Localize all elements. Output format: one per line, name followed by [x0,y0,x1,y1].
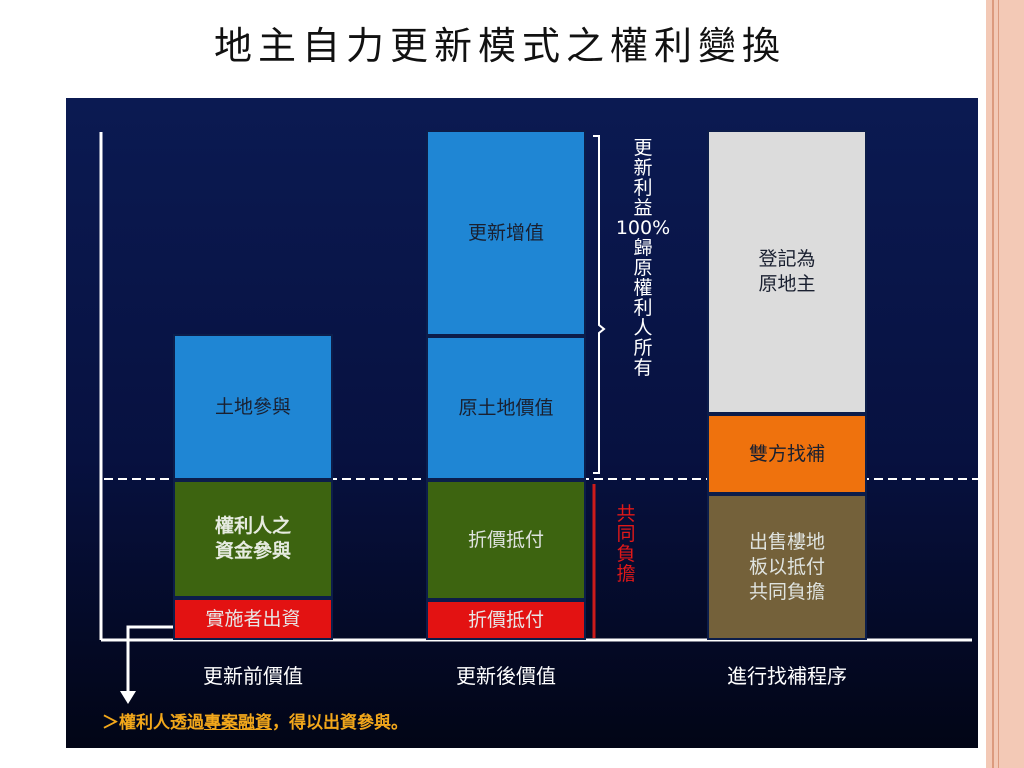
owner-capital-line1: 權利人之 [214,515,291,537]
annotation-char: 新 [633,157,653,179]
annotation-char: 所 [633,337,653,359]
footnote-suffix: ，得以出資參與。 [272,713,408,733]
registered-owner-line1: 登記為 [758,248,816,270]
floor-area-sale-line3: 共同負擔 [748,580,825,603]
annotation-char: 利 [633,177,653,199]
registered-owner-line2: 原地主 [758,273,816,295]
mutual-compensation-label: 雙方找補 [748,442,825,465]
settlement-caption: 進行找補程序 [727,664,847,688]
renewal-benefit-annotation: 更 新 利 益 100% 歸 原 權 利 人 所 有 [607,138,679,378]
renewal-increment-block: 更新增值 [426,130,586,336]
implementer-funding-block: 實施者出資 [173,598,333,640]
annotation-char: 100% [615,217,671,239]
before-value-caption: 更新前價值 [203,664,303,688]
brace-bracket [593,135,606,474]
down-arrow-icon [120,691,136,704]
original-land-value-block: 原土地價值 [426,336,586,480]
shared-burden-annotation: 共 同 負 擔 [606,504,646,584]
annotation-char: 有 [633,357,653,379]
footnote-prefix: ＞權利人 [102,713,170,733]
shared-burden-char: 共 [616,503,636,525]
land-participation-block: 土地參與 [173,334,333,480]
slide-side-rail [986,0,1024,768]
slide-title: 地主自力更新模式之權利變換 [213,24,786,68]
footnote-part: 透過 [170,713,204,733]
financing-footnote: ＞權利人透過專案融資，得以出資參與。 [102,708,408,733]
registered-owner-label: 登記為 原地主 [758,247,815,297]
rail-stripe [992,0,994,768]
floor-area-sale-label: 出售樓地 板以抵付 共同負擔 [749,530,825,605]
annotation-char: 益 [633,197,653,219]
shared-burden-char: 擔 [616,563,636,585]
annotation-char: 更 [633,137,653,159]
offset-payment-bottom-block: 折價抵付 [426,600,586,640]
registered-owner-block: 登記為 原地主 [707,130,867,414]
annotation-char: 利 [633,297,653,319]
original-land-value-label: 原土地價值 [458,396,554,419]
floor-area-sale-line1: 出售樓地 [748,530,825,553]
implementer-funding-label: 實施者出資 [205,607,301,630]
offset-payment-block: 折價抵付 [426,480,586,600]
offset-payment-bottom-label: 折價抵付 [467,608,544,631]
diagram-panel: 土地參與 權利人之 資金參與 實施者出資 更新增值 原土地價值 折價抵付 折價抵… [66,98,978,748]
owner-capital-block: 權利人之 資金參與 [173,480,333,598]
mutual-compensation-block: 雙方找補 [707,414,867,494]
after-value-caption: 更新後價值 [456,664,556,688]
shared-burden-char: 同 [616,523,636,545]
rail-stripe [998,0,999,768]
owner-capital-label: 權利人之 資金參與 [215,514,291,564]
annotation-char: 歸 [633,237,653,259]
floor-area-sale-block: 出售樓地 板以抵付 共同負擔 [707,494,867,640]
floor-area-sale-line2: 板以抵付 [748,555,825,578]
offset-payment-label: 折價抵付 [467,528,544,551]
owner-capital-line2: 資金參與 [214,540,291,562]
annotation-char: 權 [633,277,653,299]
annotation-char: 人 [633,317,653,339]
shared-burden-char: 負 [616,543,636,565]
renewal-increment-label: 更新增值 [467,221,544,244]
footnote-underlined: 專案融資 [204,713,272,733]
annotation-char: 原 [633,257,653,279]
land-participation-label: 土地參與 [214,395,291,418]
